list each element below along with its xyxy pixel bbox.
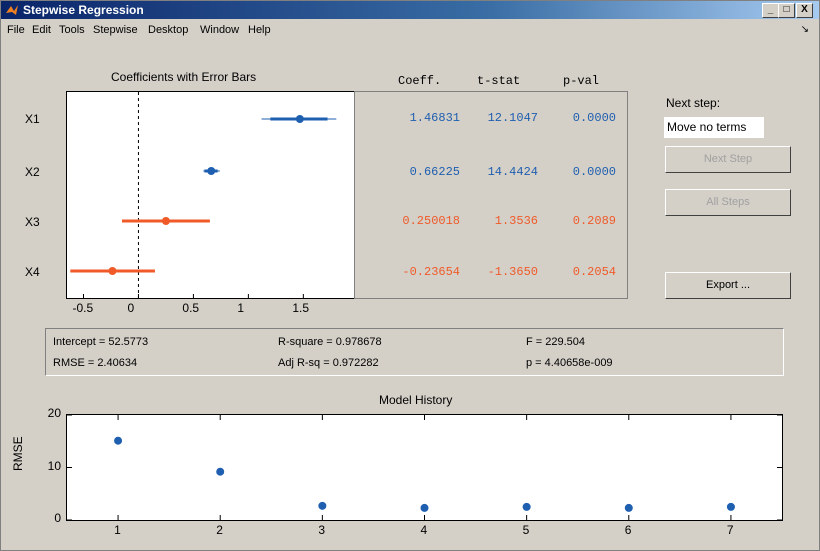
stat-adj-rsq: Adj R-sq = 0.972282	[278, 357, 379, 369]
history-point[interactable]	[522, 502, 531, 511]
term-label-x3: X3	[25, 215, 40, 229]
pval-value[interactable]: 0.0000	[572, 165, 616, 179]
coef-estimate-point[interactable]	[161, 217, 170, 225]
tstat-value[interactable]: 12.1047	[487, 111, 538, 125]
window-title: Stepwise Regression	[23, 3, 144, 17]
coef-value[interactable]: 0.250018	[402, 214, 460, 228]
history-ytick-label: 0	[54, 511, 61, 525]
term-label-x4: X4	[25, 265, 40, 279]
export-button[interactable]: Export ...	[665, 272, 791, 299]
header-coeff: Coeff.	[398, 74, 442, 88]
coef-xtick-label: 0	[127, 301, 135, 315]
history-point[interactable]	[726, 502, 735, 511]
history-xtick-label: 2	[216, 523, 223, 537]
coef-xtick-label: 1	[237, 301, 245, 315]
maximize-button[interactable]: □	[778, 3, 795, 18]
history-title: Model History	[379, 393, 453, 407]
pval-value[interactable]: 0.2089	[572, 214, 616, 228]
header-tstat: t-stat	[477, 74, 521, 88]
pval-value[interactable]: 0.0000	[572, 111, 616, 125]
tstat-value[interactable]: 14.4424	[487, 165, 538, 179]
menu-file[interactable]: File	[7, 24, 25, 36]
coef-value[interactable]: 1.46831	[409, 111, 460, 125]
history-ylabel: RMSE	[11, 436, 25, 471]
history-xtick-label: 3	[318, 523, 326, 537]
menu-window[interactable]: Window	[200, 24, 240, 36]
coef-plot-svg	[70, 92, 337, 298]
history-plot-svg	[67, 415, 782, 520]
pval-value[interactable]: 0.2054	[572, 265, 616, 279]
stat-intercept: Intercept = 52.5773	[53, 336, 149, 348]
matlab-logo-icon	[6, 5, 18, 15]
term-label-x1: X1	[25, 112, 40, 126]
coef-xtick-label: 0.5	[182, 301, 200, 315]
menu-stepwise[interactable]: Stepwise	[93, 24, 138, 36]
model-stats-panel: Intercept = 52.5773 RMSE = 2.40634 R-squ…	[45, 328, 784, 376]
history-point[interactable]	[114, 436, 123, 445]
coef-plot-title: Coefficients with Error Bars	[111, 70, 257, 84]
history-xtick-label: 4	[420, 523, 428, 537]
history-axes[interactable]	[66, 414, 783, 521]
history-ytick-label: 20	[47, 406, 61, 420]
menu-tools[interactable]: Tools	[59, 24, 85, 36]
history-point[interactable]	[216, 467, 225, 476]
menu-edit[interactable]: Edit	[32, 24, 51, 36]
term-label-x2: X2	[25, 165, 40, 179]
coef-xtick-label: -0.5	[72, 301, 94, 315]
history-ytick-label: 10	[47, 458, 61, 473]
history-xtick-label: 6	[624, 523, 632, 537]
history-xtick-label: 5	[522, 523, 530, 537]
history-point[interactable]	[624, 503, 633, 512]
coef-estimate-point[interactable]	[295, 115, 304, 123]
dock-arrow-icon[interactable]: ↘	[800, 24, 809, 35]
coef-estimate-point[interactable]	[207, 167, 216, 175]
coef-axes[interactable]	[66, 91, 356, 299]
minimize-button[interactable]: _	[762, 3, 779, 18]
next-step-display: Move no terms	[664, 117, 764, 138]
next-step-value: Move no terms	[667, 120, 747, 134]
all-steps-button[interactable]: All Steps	[665, 189, 791, 216]
history-xtick-label: 1	[114, 523, 121, 537]
coef-xtick-label: 1.5	[292, 301, 310, 315]
history-point[interactable]	[420, 503, 429, 512]
menu-bar: File Edit Tools Stepwise Desktop Window …	[1, 20, 819, 40]
next-step-label: Next step:	[666, 96, 721, 110]
coef-value[interactable]: -0.23654	[402, 265, 460, 279]
menu-desktop[interactable]: Desktop	[148, 24, 189, 36]
coef-table-panel	[354, 91, 628, 299]
stat-p: p = 4.40658e-009	[526, 357, 613, 369]
tstat-value[interactable]: -1.3650	[487, 265, 538, 279]
stat-f: F = 229.504	[526, 336, 586, 348]
menu-help[interactable]: Help	[248, 24, 271, 36]
history-point[interactable]	[318, 501, 327, 510]
stat-rmse: RMSE = 2.40634	[53, 357, 138, 369]
header-pval: p-val	[563, 74, 600, 88]
title-bar[interactable]: Stepwise Regression _ □ X	[1, 1, 819, 19]
stat-rsquare: R-square = 0.978678	[278, 336, 382, 348]
close-button[interactable]: X	[796, 3, 813, 18]
coef-estimate-point[interactable]	[108, 267, 117, 275]
history-xtick-label: 7	[726, 523, 734, 537]
next-step-button[interactable]: Next Step	[665, 146, 791, 173]
coef-value[interactable]: 0.66225	[409, 165, 460, 179]
tstat-value[interactable]: 1.3536	[494, 214, 538, 228]
